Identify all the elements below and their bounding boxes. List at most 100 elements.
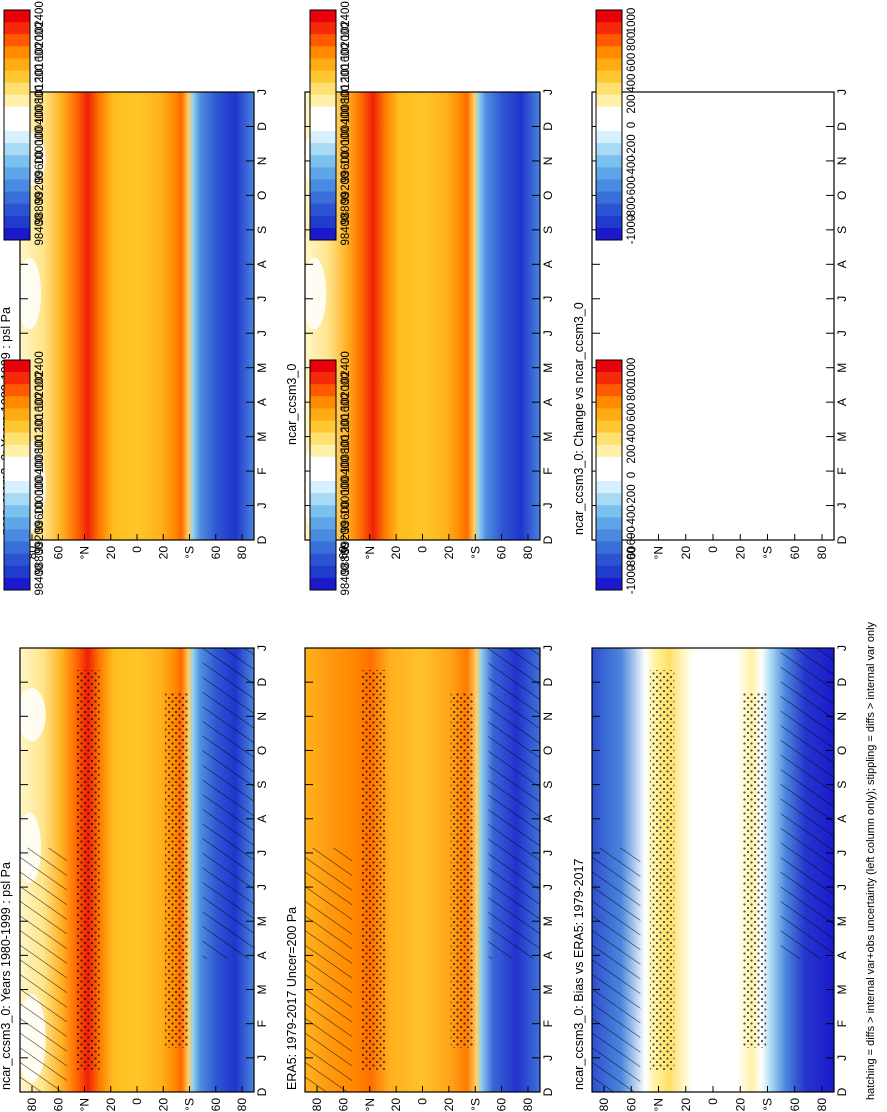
colorbar-swatch [310, 553, 336, 567]
lat-label: 0 [130, 546, 144, 553]
colorbar-swatch [310, 517, 336, 530]
colorbar-label: 100000 [34, 477, 46, 515]
hatching-region [20, 847, 67, 1092]
colorbar-label: -1000 [626, 215, 638, 244]
colorbar-swatch [596, 565, 622, 579]
colorbar-swatch [596, 517, 622, 530]
field-blob [17, 687, 46, 742]
month-label: A [255, 260, 269, 268]
lat-label: °N [652, 546, 666, 559]
lat-label: °N [652, 1098, 666, 1111]
colorbar-label: 98800 [340, 543, 352, 575]
panel-p3: D J F M A M J J A S O N D J 80 60 °N 20 0 20 °S 60 80 ERA5: 197… [285, 645, 555, 1111]
colorbar-label: 100400 [34, 106, 46, 144]
colorbar-swatch [310, 58, 336, 72]
colorbar-label: 200 [626, 94, 638, 113]
lat-label: °S [761, 1098, 775, 1111]
colorbar-swatch [310, 34, 336, 47]
lat-label: °N [363, 546, 377, 559]
colorbar-label: 800 [626, 32, 638, 51]
colorbar-frame [309, 9, 337, 241]
month-label: D [541, 677, 555, 686]
lat-label: 20 [156, 1098, 170, 1112]
colorbar-label: 101600 [340, 43, 352, 81]
month-label: N [255, 712, 269, 721]
month-label: J [541, 1055, 555, 1061]
colorbar-swatch [596, 505, 622, 518]
colorbar-label: 100800 [340, 85, 352, 123]
colorbar-label: 99600 [340, 151, 352, 183]
colorbar-swatch [310, 384, 336, 397]
colorbar-swatch [596, 82, 622, 96]
colorbar-label: 98800 [34, 193, 46, 225]
month-label: S [541, 781, 555, 789]
colorbar-swatch [4, 456, 30, 470]
colorbar-swatch [310, 167, 336, 180]
month-label: F [255, 467, 269, 474]
field-p5 [592, 648, 834, 1092]
colorbar-swatch [310, 565, 336, 579]
colorbar-label: 101200 [34, 414, 46, 452]
colorbar-label: -200 [626, 134, 638, 157]
month-label: D [255, 535, 269, 544]
colorbar-frame [595, 359, 623, 591]
colorbar-swatch [596, 481, 622, 494]
month-label: J [541, 89, 555, 95]
colorbar-swatch [596, 94, 622, 108]
month-label: D [541, 535, 555, 544]
lat-label: 20 [733, 546, 747, 560]
lat-label: 20 [442, 1098, 456, 1112]
month-label: J [255, 1055, 269, 1061]
colorbar-label: 0 [626, 472, 638, 478]
month-label: O [255, 191, 269, 200]
colorbar-label: 99600 [34, 151, 46, 183]
month-label: M [255, 916, 269, 926]
colorbar-swatch [596, 179, 622, 193]
month-label: O [835, 191, 849, 200]
colorbar-swatch [310, 10, 336, 23]
colorbar-swatch [596, 46, 622, 59]
month-label: S [255, 781, 269, 789]
panel-title: ERA5: 1979-2017 Uncer=200 Pa [285, 907, 299, 1090]
stippling-region [650, 670, 675, 1070]
month-label: F [541, 467, 555, 474]
month-label: J [255, 330, 269, 336]
colorbar-swatch [310, 529, 336, 543]
colorbar-swatch [4, 22, 30, 35]
month-label: O [541, 746, 555, 755]
month-label: F [835, 467, 849, 474]
colorbar-swatch [596, 106, 622, 120]
colorbar-swatch [4, 384, 30, 397]
colorbar-label: 101600 [340, 393, 352, 431]
colorbar-swatch [4, 432, 30, 446]
colorbar-swatch [310, 143, 336, 156]
colorbar-swatch [310, 131, 336, 144]
month-label: M [541, 432, 555, 442]
month-label: J [255, 645, 269, 651]
colorbar-label: 98800 [340, 193, 352, 225]
month-label: O [835, 746, 849, 755]
colorbar-swatch [310, 82, 336, 96]
month-label: M [255, 432, 269, 442]
month-label: J [255, 503, 269, 509]
colorbar-swatch [310, 46, 336, 59]
colorbar-label: -1000 [626, 565, 638, 594]
stippling-region [450, 692, 475, 1048]
colorbar-swatch [4, 553, 30, 567]
colorbar-label: 100800 [34, 85, 46, 123]
colorbar-swatch [596, 456, 622, 470]
colorbar-swatch [4, 94, 30, 108]
colorbar-label: 200 [626, 444, 638, 463]
month-label: A [255, 398, 269, 406]
colorbar-swatch [310, 94, 336, 108]
colorbar-label: 1000 [626, 358, 638, 384]
panel-title: ncar_ccsm3_0: Change vs ncar_ccsm3_0 [572, 302, 586, 535]
colorbar-swatch [4, 167, 30, 180]
colorbar-swatch [310, 372, 336, 385]
colorbar-psl: 1024001020001016001012001008001004001000… [309, 351, 352, 596]
lat-label: 80 [310, 1098, 324, 1112]
colorbar-label: 100000 [340, 477, 352, 515]
month-label: A [541, 951, 555, 959]
